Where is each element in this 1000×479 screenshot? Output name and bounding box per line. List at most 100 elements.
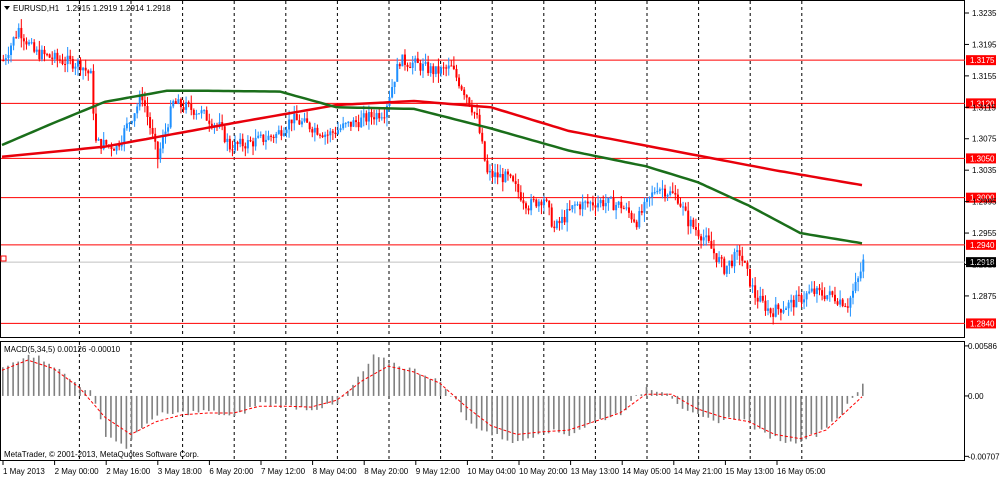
- candle-body: [7, 54, 10, 59]
- macd-bar: [759, 395, 761, 429]
- candle-body: [172, 101, 175, 107]
- candle-body: [862, 259, 865, 272]
- macd-bar: [625, 395, 627, 411]
- candle-body: [125, 123, 128, 129]
- candle-body: [823, 295, 826, 300]
- candle-body: [594, 205, 597, 208]
- macd-bar: [795, 395, 797, 444]
- time-tick-label: 10 May 20:00: [519, 467, 568, 476]
- current-price-tag: [966, 257, 996, 268]
- candle-body: [509, 174, 512, 177]
- candle-body: [84, 67, 87, 71]
- candle-body: [429, 66, 432, 74]
- macd-bar: [341, 395, 344, 397]
- candle-body: [367, 112, 370, 122]
- macd-bar: [68, 378, 71, 396]
- candle-body: [532, 199, 535, 201]
- candle-body: [445, 67, 448, 69]
- level-handle-icon[interactable]: [0, 255, 7, 262]
- candle-body: [174, 101, 177, 104]
- macd-bar: [352, 384, 354, 396]
- candle-body: [785, 308, 788, 310]
- macd-bar: [733, 395, 735, 420]
- time-tick-label: 2 May 00:00: [55, 467, 100, 476]
- candle-body: [190, 103, 193, 110]
- candle-body: [234, 141, 237, 151]
- macd-bar: [650, 390, 653, 396]
- candle-body: [385, 105, 388, 118]
- candle-body: [339, 128, 342, 131]
- macd-bar: [810, 395, 813, 434]
- macd-bar: [743, 395, 746, 420]
- candle-body: [630, 212, 633, 220]
- candle-body: [51, 57, 54, 59]
- candle-body: [290, 119, 293, 124]
- candle-body: [643, 201, 646, 213]
- candle-body: [712, 248, 715, 254]
- candle-body: [705, 235, 708, 238]
- candle-body: [432, 66, 435, 75]
- candle-body: [803, 299, 806, 303]
- candle-body: [203, 110, 206, 112]
- macd-bar: [831, 395, 833, 422]
- macd-bar: [697, 395, 699, 414]
- macd-bar: [383, 357, 385, 396]
- candle-body: [609, 197, 612, 199]
- candle-body: [259, 134, 262, 136]
- horizontal-levels: 1.3175 1.3120 1.3050 1.3000 1.2940 1.2840 1.29…: [1, 55, 996, 329]
- current-price-label: 1.2918: [970, 258, 995, 267]
- candle-body: [846, 306, 849, 308]
- dropdown-triangle-icon[interactable]: [4, 6, 10, 10]
- macd-label: MACD(5,34,5) 0.00126 -0.00010: [4, 345, 121, 354]
- candle-body: [192, 109, 195, 115]
- ma-fast-line: [1, 89, 863, 245]
- candle-body: [182, 107, 185, 110]
- candle-body: [159, 148, 162, 160]
- candle-body: [118, 145, 121, 147]
- candle-body: [82, 67, 85, 71]
- candle-body: [481, 132, 484, 142]
- candle-body: [470, 105, 473, 113]
- macd-bar: [789, 395, 792, 442]
- candle-body: [666, 194, 669, 197]
- candle-body: [836, 301, 839, 305]
- macd-bar: [460, 395, 462, 413]
- candle-body: [710, 240, 713, 249]
- candle-body: [859, 271, 862, 279]
- candle-body: [76, 60, 79, 67]
- macd-bar: [177, 395, 179, 413]
- macd-bar: [367, 363, 370, 396]
- candle-body: [488, 170, 491, 173]
- macd-bar: [522, 395, 524, 441]
- candle-body: [550, 207, 553, 227]
- candle-body: [35, 49, 38, 52]
- candle-body: [756, 297, 759, 302]
- candle-body: [826, 295, 829, 300]
- candle-body: [805, 293, 808, 300]
- candle-body: [131, 121, 134, 123]
- candle-body: [249, 140, 252, 142]
- candle-body: [100, 139, 103, 149]
- macd-bar: [290, 395, 292, 406]
- time-tick-label: 10 May 04:00: [467, 467, 516, 476]
- macd-bar: [300, 395, 303, 408]
- candle-body: [156, 141, 159, 160]
- candle-body: [555, 220, 558, 229]
- candle-body: [293, 113, 296, 124]
- candle-body: [664, 188, 667, 197]
- macd-bar: [856, 392, 859, 396]
- candle-body: [143, 100, 146, 107]
- candle-body: [658, 189, 661, 191]
- time-tick-label: 8 May 04:00: [313, 467, 358, 476]
- macd-bar: [17, 361, 20, 396]
- macd-bar: [321, 395, 323, 409]
- candle-body: [568, 208, 571, 210]
- macd-bar: [259, 395, 262, 403]
- macd-bar: [589, 395, 591, 424]
- macd-bar: [413, 368, 416, 396]
- candle-body: [427, 62, 430, 74]
- candle-body: [447, 65, 450, 69]
- candle-body: [833, 294, 836, 302]
